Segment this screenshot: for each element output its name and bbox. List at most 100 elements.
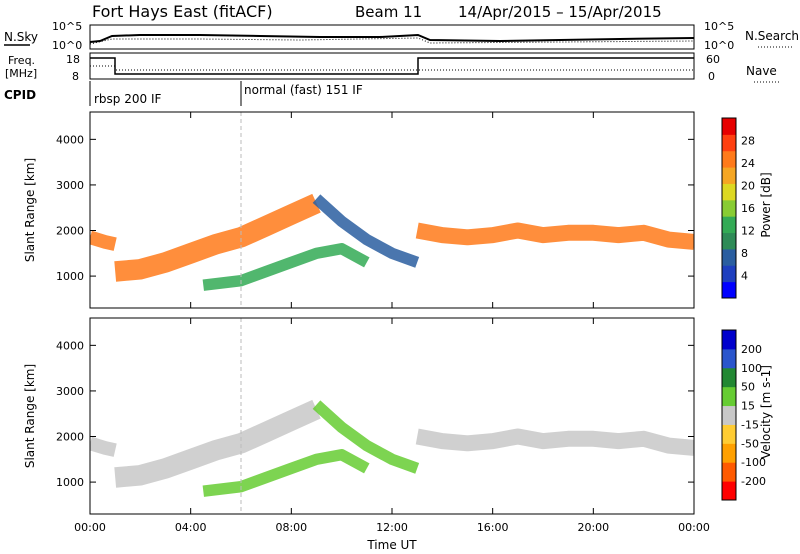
velocity-y-tick-label: 4000 [56, 339, 84, 352]
velocity-y-axis-label: Slant Range [km] [23, 364, 37, 468]
velocity-cbar-tick-label: -15 [741, 418, 759, 431]
freq-label-line2: [MHz] [5, 67, 37, 80]
power-cbar-segment [722, 232, 736, 250]
time-x-tick-label: 00:00 [678, 521, 710, 534]
velocity-cbar-segment [722, 481, 736, 501]
time-x-tick-label: 00:00 [74, 521, 106, 534]
power-cbar-tick-label: 12 [741, 225, 755, 238]
velocity-cbar-tick-label: -100 [741, 456, 766, 469]
power-y-tick-label: 3000 [56, 179, 84, 192]
velocity-cbar-tick-label: 15 [741, 400, 755, 413]
velocity-cbar-segment [722, 330, 736, 350]
power-cbar-segment [722, 248, 736, 266]
power-colorbar: 4 8 12 16 20 24 28 [721, 117, 755, 299]
noise-sky-label: N.Sky [4, 30, 38, 44]
freq-label-line1: Freq. [8, 54, 35, 67]
power-cbar-tick-label: 24 [741, 157, 755, 170]
power-y-tick-label: 1000 [56, 270, 84, 283]
power-echo-band-2 [114, 193, 321, 282]
frequency-trace [90, 57, 694, 75]
velocity-panel: 1000 2000 3000 4000 00:00 04:00 08:00 12:00 16:… [23, 317, 710, 552]
velocity-cbar-segment [722, 367, 736, 388]
time-x-ticks: 00:00 04:00 08:00 12:00 16:00 20:00 00:00 [74, 521, 710, 534]
power-cbar-segment [722, 167, 736, 184]
velocity-cbar-segment [722, 386, 736, 407]
power-cbar-segment [722, 183, 736, 201]
power-cbar-segment [722, 199, 736, 217]
power-y-axis-label: Slant Range [km] [23, 158, 37, 262]
velocity-cbar-segment [722, 443, 736, 463]
noise-right-tick-bottom: 10^0 [704, 39, 734, 52]
velocity-cbar-segment [722, 348, 736, 369]
figure-title: Fort Hays East (fitACF) [92, 2, 273, 21]
power-panel: 1000 2000 3000 4000 Slant Range [km] [23, 111, 695, 309]
velocity-cbar-segment [722, 424, 736, 444]
power-cbar-segment [722, 216, 736, 234]
nave-trace [90, 65, 694, 71]
power-cbar-tick-label: 16 [741, 202, 755, 215]
velocity-cbar-tick-label: -200 [741, 475, 766, 488]
power-y-ticks: 1000 2000 3000 4000 [56, 112, 695, 308]
nave-right-tick-bottom: 0 [708, 70, 715, 83]
beam-label: Beam 11 [355, 3, 422, 21]
time-x-tick-label: 20:00 [577, 521, 609, 534]
power-cbar-tick-label: 20 [741, 180, 755, 193]
time-x-tick-label: 08:00 [275, 521, 307, 534]
velocity-echo-band-2 [114, 399, 321, 488]
velocity-cbar-tick-label: 200 [741, 343, 762, 356]
power-cbar-segment [722, 118, 736, 135]
velocity-cbar-frame [721, 329, 737, 501]
noise-left-tick-bottom: 10^0 [52, 39, 82, 52]
velocity-cbar-tick-label: 50 [741, 381, 755, 394]
noise-left-tick-top: 10^5 [52, 20, 82, 33]
cpid-panel: CPID rbsp 200 IF normal (fast) 151 IF [4, 81, 363, 106]
power-cbar-tick-label: 4 [741, 270, 748, 283]
time-x-tick-label: 12:00 [376, 521, 408, 534]
time-axis-label: Time UT [366, 538, 417, 552]
freq-left-tick-bottom: 8 [72, 70, 79, 83]
cpid-segment-2: normal (fast) 151 IF [244, 83, 363, 97]
frequency-panel: Freq. [MHz] 18 8 60 0 Nave [5, 52, 780, 83]
noise-panel: N.Sky 10^5 10^0 10^5 10^0 N.Search [4, 20, 799, 52]
power-cbar-tick-label: 28 [741, 135, 755, 148]
velocity-y-tick-label: 3000 [56, 385, 84, 398]
power-data-layer [90, 193, 694, 291]
time-x-tick-label: 16:00 [477, 521, 509, 534]
power-cbar-segment [722, 134, 736, 152]
noise-search-trace [89, 37, 695, 45]
nave-right-tick-top: 60 [706, 53, 720, 66]
velocity-cbar-tick-label: 100 [741, 362, 762, 375]
noise-sky-trace [89, 33, 695, 43]
noise-right-tick-top: 10^5 [704, 20, 734, 33]
velocity-y-tick-label: 2000 [56, 431, 84, 444]
nave-label: Nave [746, 64, 777, 78]
cpid-label: CPID [4, 88, 36, 102]
power-cbar-segment [722, 150, 736, 168]
velocity-colorbar: -200 -100 -50 -15 15 50 100 200 [721, 329, 766, 501]
velocity-echo-band-1 [90, 436, 117, 457]
power-echo-band-4 [312, 194, 420, 268]
time-x-tick-label: 04:00 [175, 521, 207, 534]
freq-left-tick-top: 18 [66, 53, 80, 66]
velocity-y-ticks: 1000 2000 3000 4000 [56, 318, 695, 514]
date-range: 14/Apr/2015 – 15/Apr/2015 [458, 3, 662, 21]
power-echo-band-5 [415, 222, 694, 250]
velocity-colorbar-label: Velocity [m s-1] [759, 365, 773, 459]
power-colorbar-label: Power [dB] [759, 172, 773, 237]
velocity-cbar-segment [722, 462, 736, 482]
velocity-cbar-segment [722, 405, 736, 425]
power-cbar-tick-label: 8 [741, 247, 748, 260]
noise-search-label: N.Search [745, 29, 799, 43]
power-cbar-segment [722, 281, 736, 299]
velocity-echo-band-4 [312, 400, 420, 474]
velocity-y-tick-label: 1000 [56, 476, 84, 489]
cpid-segment-1: rbsp 200 IF [94, 92, 161, 106]
power-echo-band-1 [90, 230, 117, 251]
velocity-echo-band-5 [415, 428, 694, 456]
power-cbar-segment [722, 265, 736, 283]
power-y-tick-label: 4000 [56, 133, 84, 146]
power-cbar-frame [721, 117, 737, 299]
power-y-tick-label: 2000 [56, 225, 84, 238]
velocity-cbar-tick-label: -50 [741, 437, 759, 450]
